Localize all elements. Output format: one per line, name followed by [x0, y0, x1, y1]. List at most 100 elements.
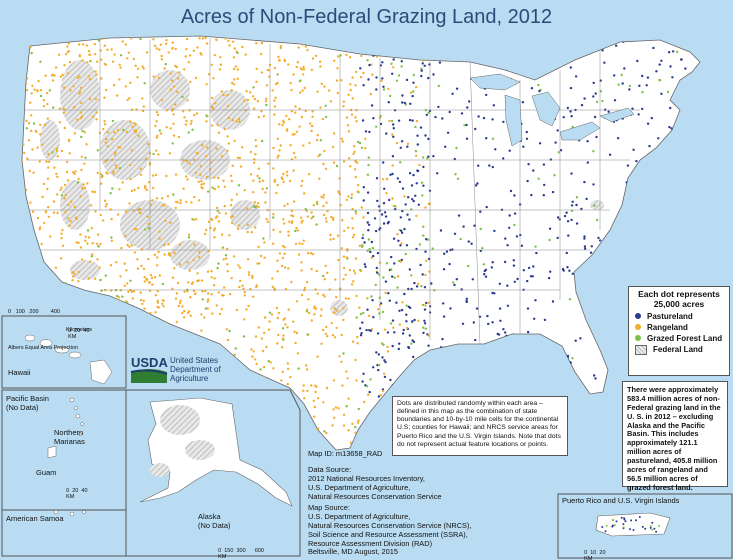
rangeland-dot	[155, 110, 159, 114]
pastureland-dot	[563, 380, 566, 383]
rangeland-dot	[104, 63, 108, 66]
pastureland-dot	[654, 153, 658, 156]
pastureland-dot	[419, 126, 423, 129]
rangeland-dot	[81, 43, 85, 46]
pastureland-dot	[562, 116, 565, 119]
rangeland-dot	[200, 329, 203, 332]
pastureland-dot	[506, 244, 509, 247]
rangeland-dot	[273, 99, 276, 102]
pastureland-dot	[420, 69, 423, 72]
rangeland-dot	[345, 53, 348, 57]
pastureland-dot	[592, 95, 595, 98]
grazed-forest-dot	[111, 119, 115, 123]
conus-landmass	[21, 35, 701, 451]
pastureland-dot	[372, 117, 375, 120]
rangeland-dot	[159, 43, 162, 46]
grazed-forest-dot	[30, 51, 33, 55]
pastureland-dot	[453, 232, 457, 235]
pastureland-dot	[589, 251, 593, 254]
rangeland-dot	[347, 157, 351, 160]
pastureland-dot	[380, 213, 384, 216]
rangeland-dot	[86, 242, 89, 245]
rangeland-dot	[69, 290, 72, 294]
grazed-forest-dot	[421, 303, 425, 307]
grazed-forest-dot	[312, 215, 315, 218]
rangeland-dot	[371, 73, 374, 76]
pastureland-dot	[683, 185, 687, 188]
pastureland-dot	[413, 42, 417, 46]
rangeland-dot	[333, 307, 337, 310]
pastureland-dot	[383, 187, 386, 190]
alaska-label: Alaska (No Data)	[198, 512, 231, 530]
pastureland-dot	[428, 63, 431, 66]
rangeland-dot	[22, 192, 24, 195]
grazed-forest-dot	[187, 131, 190, 134]
rangeland-dot	[55, 172, 58, 176]
rangeland-dot	[354, 116, 357, 119]
pastureland-dot	[687, 261, 690, 265]
grazed-forest-dot	[372, 443, 375, 447]
grazed-forest-dot	[524, 43, 527, 46]
grazed-forest-dot	[370, 295, 373, 298]
rangeland-dot	[219, 63, 223, 66]
grazed-forest-dot	[102, 326, 106, 329]
grazed-forest-dot	[463, 124, 466, 127]
rangeland-dot	[135, 108, 138, 111]
rangeland-dot	[343, 229, 346, 233]
pastureland-dot	[384, 413, 387, 417]
pastureland-dot	[606, 442, 610, 445]
grazed-forest-dot	[163, 327, 167, 330]
pastureland-dot	[680, 231, 684, 235]
pastureland-dot	[382, 222, 386, 225]
grazed-forest-dot	[236, 51, 239, 55]
rangeland-dot	[282, 172, 285, 176]
rangeland-dot	[271, 89, 274, 92]
rangeland-dot	[111, 137, 114, 141]
pastureland-dot	[467, 376, 470, 380]
rangeland-dot	[258, 262, 261, 265]
pastureland-dot	[374, 414, 378, 417]
rangeland-dot	[51, 79, 55, 82]
rangeland-dot	[362, 216, 365, 219]
pastureland-dot	[598, 343, 601, 347]
rangeland-dot	[247, 304, 250, 308]
pastureland-dot	[566, 377, 569, 381]
rangeland-dot	[50, 36, 54, 39]
rangeland-dot	[226, 36, 229, 39]
rangeland-dot	[272, 242, 275, 245]
rangeland-dot	[234, 65, 238, 68]
rangeland-dot	[117, 296, 121, 299]
rangeland-dot	[326, 335, 329, 338]
rangeland-dot	[346, 44, 349, 47]
pastureland-dot	[682, 191, 685, 195]
rangeland-dot	[321, 328, 325, 332]
pastureland-dot	[686, 271, 690, 274]
rangeland-dot	[224, 257, 228, 260]
pastureland-dot	[441, 337, 444, 341]
pastureland-dot	[668, 161, 671, 164]
grazed-forest-dot	[392, 52, 395, 55]
pastureland-dot	[376, 332, 380, 335]
rangeland-dot	[91, 253, 94, 256]
rangeland-dot	[116, 129, 120, 132]
pastureland-dot	[364, 265, 367, 268]
rangeland-dot	[294, 242, 298, 245]
rangeland-dot	[165, 126, 168, 129]
pastureland-dot	[574, 423, 578, 426]
rangeland-dot	[325, 220, 328, 223]
rangeland-dot	[95, 111, 98, 114]
rangeland-dot	[147, 342, 150, 345]
rangeland-dot	[193, 195, 196, 199]
pastureland-dot	[446, 131, 450, 134]
rangeland-dot	[226, 104, 230, 108]
pastureland-dot	[388, 198, 391, 202]
rangeland-dot	[124, 43, 128, 46]
grazed-forest-dot	[129, 279, 132, 282]
usda-line3: Agriculture	[170, 374, 209, 384]
pastureland-dot	[369, 250, 372, 254]
pastureland-dot	[569, 66, 572, 69]
rangeland-dot	[103, 120, 106, 123]
rangeland-dot	[24, 55, 27, 58]
rangeland-dot	[158, 48, 161, 51]
rangeland-dot	[64, 399, 67, 402]
